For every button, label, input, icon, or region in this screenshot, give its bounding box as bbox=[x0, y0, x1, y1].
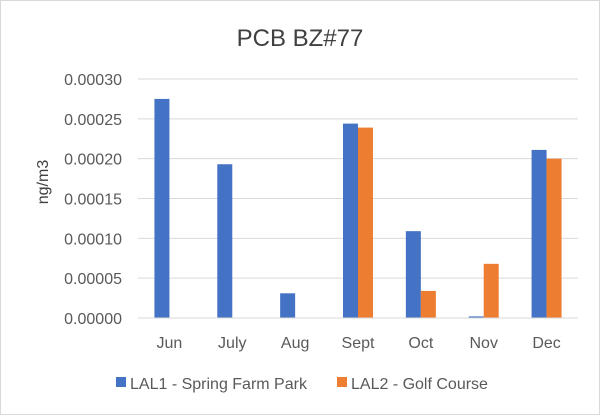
chart-title: PCB BZ#77 bbox=[237, 25, 364, 52]
x-tick-label: Dec bbox=[532, 335, 560, 352]
legend-label-2: LAL2 - Golf Course bbox=[351, 376, 488, 393]
y-tick-label: 0.00020 bbox=[64, 152, 122, 169]
x-axis-ticks: Jun July Aug Sept Oct Nov Dec bbox=[157, 335, 561, 352]
y-axis-ticks: 0.00000 0.00005 0.00010 0.00015 0.00020 0.000… bbox=[64, 72, 122, 328]
bar-lal2-oct bbox=[420, 290, 436, 318]
gridlines bbox=[138, 78, 578, 279]
y-axis-label: ng/m3 bbox=[35, 160, 52, 205]
bar-lal2-sept bbox=[358, 127, 373, 318]
y-tick-label: 0.00005 bbox=[64, 271, 122, 288]
legend-swatch-2 bbox=[337, 377, 347, 387]
x-tick-label: Jun bbox=[157, 335, 183, 352]
x-tick-label: Nov bbox=[469, 335, 497, 352]
bar-lal1-july bbox=[217, 164, 233, 318]
y-tick-label: 0.00030 bbox=[64, 72, 122, 89]
bar-lal1-dec bbox=[531, 149, 547, 318]
legend-label-1: LAL1 - Spring Farm Park bbox=[130, 376, 308, 393]
legend: LAL1 - Spring Farm Park LAL2 - Golf Cours… bbox=[116, 376, 488, 393]
bar-lal2-dec bbox=[546, 158, 562, 318]
x-tick-label: Sept bbox=[342, 335, 375, 352]
legend-swatch-1 bbox=[116, 377, 126, 387]
bar-lal1-sept bbox=[343, 123, 358, 318]
bar-lal1-aug bbox=[280, 293, 296, 318]
x-tick-label: July bbox=[218, 335, 246, 352]
bar-lal1-jun bbox=[154, 98, 170, 319]
bar-lal2-nov bbox=[483, 263, 499, 318]
x-tick-label: Oct bbox=[408, 335, 433, 352]
x-tick-label: Aug bbox=[281, 335, 309, 352]
bar-lal1-oct bbox=[405, 231, 421, 318]
y-tick-label: 0.00010 bbox=[64, 231, 122, 248]
y-tick-label: 0.00025 bbox=[64, 112, 122, 129]
y-tick-label: 0.00000 bbox=[64, 311, 122, 328]
bar-lal1-nov bbox=[468, 316, 484, 318]
bars bbox=[154, 98, 562, 319]
y-tick-label: 0.00015 bbox=[64, 192, 122, 209]
